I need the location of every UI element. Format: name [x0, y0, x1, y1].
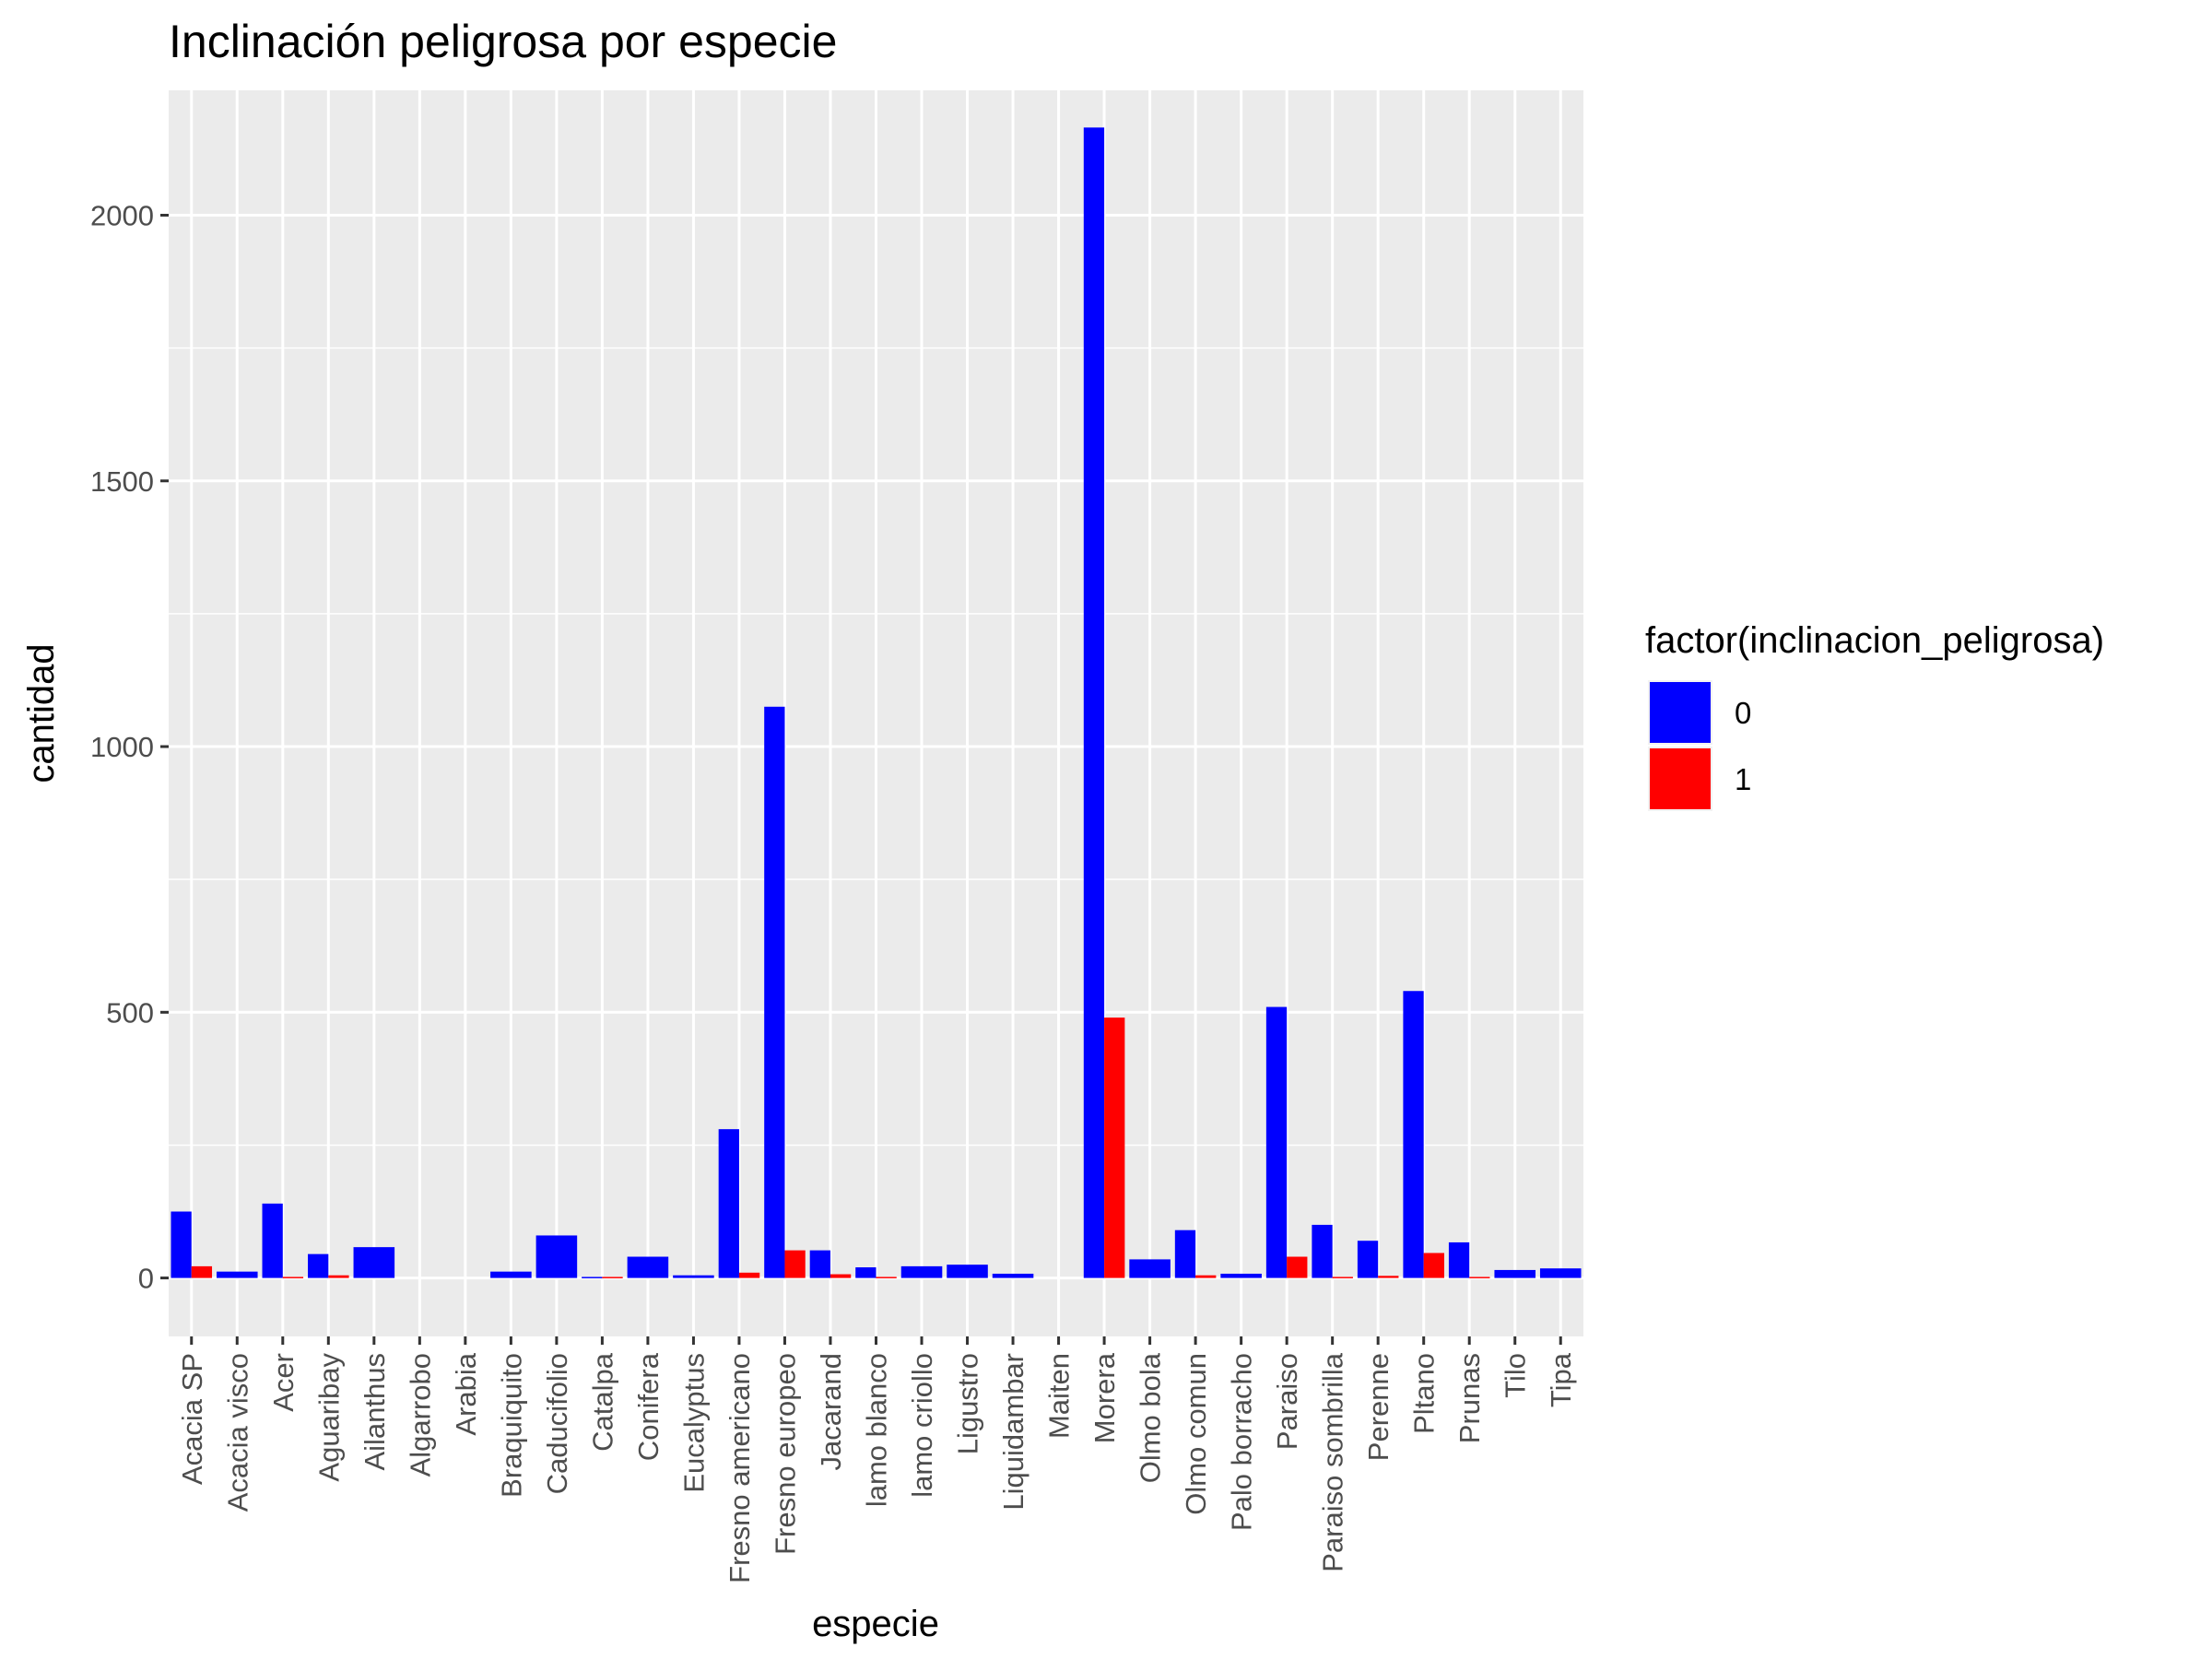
chart-title: Inclinación peligrosa por especie: [169, 16, 837, 67]
bar-series-0: [1083, 127, 1105, 1278]
bar-series-0: [262, 1203, 283, 1278]
x-tick-label: Paraiso: [1271, 1353, 1303, 1450]
bar-series-0: [490, 1271, 532, 1278]
x-tick-label: Paraiso sombrilla: [1317, 1352, 1349, 1572]
x-tick-label: Acacia SP: [176, 1353, 208, 1485]
x-tick-label: Arabia: [450, 1352, 482, 1435]
bar-series-1: [1378, 1276, 1399, 1278]
bar-series-0: [216, 1271, 258, 1278]
bar-series-1: [328, 1275, 349, 1278]
bar-series-0: [1265, 1006, 1288, 1278]
bar-series-0: [1539, 1268, 1582, 1278]
x-tick-label: Morera: [1088, 1352, 1121, 1443]
y-tick-label: 1000: [90, 731, 154, 763]
bar-series-0: [1312, 1224, 1333, 1278]
bar-series-0: [764, 706, 785, 1278]
bar-series-1: [1332, 1277, 1353, 1278]
bar-series-1: [191, 1265, 213, 1278]
bar-series-0: [1357, 1241, 1379, 1278]
x-tick-label: Braquiquito: [495, 1353, 527, 1498]
bar-series-1: [784, 1250, 806, 1278]
bar-series-0: [1494, 1269, 1536, 1278]
x-axis: Acacia SP Acacia visco Acer Aguaribay Ailant…: [176, 1336, 1577, 1583]
x-tick-label: Ailanthus: [359, 1353, 391, 1471]
major-gridlines: [169, 90, 1583, 1336]
bar-series-0: [809, 1250, 830, 1278]
bar-series-0: [1448, 1241, 1470, 1278]
bar-series-0: [1129, 1259, 1171, 1278]
legend-title: factor(inclinacion_peligrosa): [1645, 620, 2104, 661]
bar-series-0: [582, 1277, 603, 1278]
bar-series-0: [1220, 1273, 1262, 1278]
bars: [171, 127, 1582, 1278]
bar-series-1: [1423, 1253, 1444, 1278]
x-tick-label: Perenne: [1362, 1353, 1394, 1461]
x-tick-label: Palo borracho: [1226, 1353, 1258, 1531]
x-tick-label: Tipa: [1545, 1352, 1577, 1407]
x-tick-label: Fresno americano: [724, 1353, 756, 1583]
y-axis-title: cantidad: [21, 643, 62, 782]
bar-series-1: [1287, 1256, 1308, 1278]
legend-label-1: 1: [1735, 762, 1751, 796]
bar-series-0: [171, 1211, 192, 1278]
x-tick-label: Fresno europeo: [769, 1353, 801, 1555]
x-tick-label: Jacarand: [815, 1353, 847, 1471]
x-tick-label: Olmo comun: [1180, 1353, 1212, 1515]
bar-series-1: [1104, 1018, 1125, 1278]
x-tick-label: Eucalyptus: [677, 1353, 710, 1493]
bar-series-0: [947, 1265, 988, 1278]
x-tick-label: Liquidambar: [997, 1353, 1030, 1511]
x-tick-label: lamo blanco: [861, 1353, 893, 1507]
legend: factor(inclinacion_peligrosa) 0 1: [1645, 620, 2104, 811]
bar-series-0: [992, 1273, 1034, 1278]
bar-series-1: [1195, 1275, 1217, 1278]
bar-series-1: [602, 1277, 623, 1278]
x-tick-label: Olmo bola: [1135, 1352, 1167, 1483]
x-tick-label: Catalpa: [586, 1352, 618, 1452]
x-tick-label: Pltano: [1408, 1353, 1441, 1434]
bar-series-0: [855, 1267, 877, 1278]
x-tick-label: lamo criollo: [906, 1353, 938, 1498]
bar-series-1: [282, 1277, 304, 1278]
x-tick-label: Tilo: [1500, 1353, 1532, 1398]
x-tick-label: Acacia visco: [221, 1353, 253, 1512]
legend-swatch-0: [1650, 682, 1711, 743]
legend-label-0: 0: [1735, 696, 1751, 730]
bar-series-0: [308, 1253, 329, 1278]
bar-series-1: [876, 1277, 897, 1278]
bar-series-0: [627, 1256, 669, 1278]
bar-series-0: [1403, 991, 1424, 1278]
x-tick-label: Aguaribay: [312, 1353, 345, 1482]
y-tick-label: 2000: [90, 199, 154, 231]
legend-swatch-1: [1650, 748, 1711, 809]
bar-series-1: [1469, 1277, 1490, 1278]
x-axis-title: especie: [812, 1604, 939, 1644]
x-tick-label: Conifera: [632, 1352, 665, 1461]
bar-series-0: [353, 1247, 395, 1278]
bar-series-0: [900, 1265, 943, 1278]
x-tick-label: Caducifolio: [541, 1353, 573, 1494]
x-tick-label: Algarrobo: [404, 1353, 436, 1477]
y-axis: 0 500 1000 1500 2000: [90, 199, 169, 1295]
y-tick-label: 0: [138, 1263, 154, 1295]
x-tick-label: Maiten: [1043, 1353, 1076, 1439]
bar-series-1: [830, 1274, 852, 1278]
bar-series-0: [673, 1275, 714, 1278]
y-tick-label: 1500: [90, 465, 154, 498]
y-tick-label: 500: [106, 996, 154, 1029]
x-tick-label: Prunas: [1453, 1353, 1486, 1443]
bar-series-1: [738, 1272, 760, 1278]
bar-series-0: [718, 1129, 739, 1278]
x-tick-label: Ligustro: [952, 1353, 984, 1454]
bar-series-0: [1174, 1230, 1196, 1278]
x-tick-label: Acer: [267, 1353, 300, 1412]
bar-series-0: [535, 1235, 578, 1278]
